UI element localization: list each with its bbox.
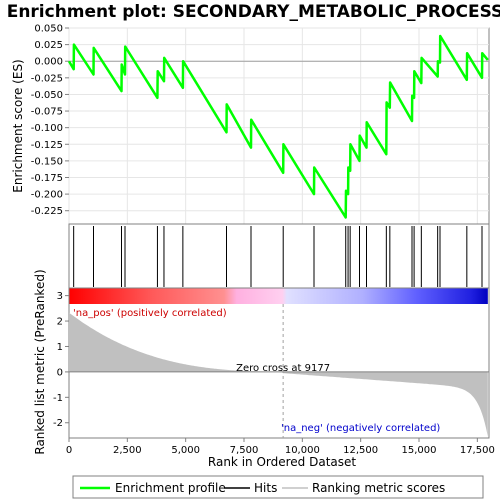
negative-correlation-label: 'na_neg' (negatively correlated) [281,423,440,434]
es-ytick-label: -0.050 [31,90,63,101]
x-tick-label: 12,500 [343,445,378,456]
es-ytick-label: -0.200 [31,190,63,201]
es-ytick-label: -0.100 [31,123,63,134]
metric-ytick-label: 1 [57,342,63,353]
es-ytick-label: -0.125 [31,140,63,151]
hits-panel-frame [68,223,490,289]
legend-metric-label: Ranking metric scores [312,481,445,495]
x-tick-label: 17,500 [460,445,495,456]
es-y-ticks: 0.050 0.025 0.000 -0.025 -0.050 -0.075 -0.100 -… [31,24,69,217]
metric-ytick-label: 3 [57,291,63,302]
x-tick-label: 10,000 [285,445,320,456]
legend-hits-label: Hits [254,481,277,495]
x-tick-label: 0 [66,445,72,456]
legend-enrichment-label: Enrichment profile [115,481,226,495]
es-ytick-label: 0.000 [34,57,63,68]
x-tick-label: 2,500 [113,445,142,456]
x-tick-label: 15,000 [402,445,437,456]
es-panel: 0.050 0.025 0.000 -0.025 -0.050 -0.075 -0.100 -… [11,24,490,225]
x-tick-label: 5,000 [171,445,200,456]
x-axis-label: Rank in Ordered Dataset [208,455,356,469]
es-ylabel: Enrichment score (ES) [11,59,25,192]
legend: Enrichment profile Hits Ranking metric s… [72,475,484,499]
es-ytick-label: -0.150 [31,156,63,167]
zero-cross-label: Zero cross at 9177 [236,363,330,374]
metric-panel: 3 2 1 0 -1 -2 Zero cross at 9177 'na_pos' (po… [33,269,490,455]
es-ytick-label: -0.025 [31,73,63,84]
x-ticks: 0 2,500 5,000 7,500 10,000 12,500 15,000 17,500 [66,438,495,456]
metric-ytick-label: -2 [53,418,63,429]
legend-box [72,475,484,499]
metric-ytick-label: 0 [57,367,63,378]
es-profile-line [67,34,489,219]
hits-marks [73,226,483,287]
es-ytick-label: 0.050 [34,24,63,35]
metric-y-ticks: 3 2 1 0 -1 -2 [53,291,69,429]
rank-gradient-rect [69,288,488,304]
rank-color-bar [69,288,488,304]
metric-area [69,312,488,437]
positive-correlation-label: 'na_pos' (positively correlated) [73,308,227,319]
es-ytick-label: -0.175 [31,173,63,184]
es-ytick-label: 0.025 [34,40,63,51]
es-ytick-label: -0.075 [31,107,63,118]
metric-ylabel: Ranked list metric (PreRanked) [33,269,47,454]
x-axis: 0 2,500 5,000 7,500 10,000 12,500 15,000 17,500… [66,438,495,469]
es-ytick-label: -0.225 [31,206,63,217]
x-tick-label: 7,500 [230,445,259,456]
hits-panel [68,223,490,289]
chart-title: Enrichment plot: SECONDARY_METABOLIC_PRO… [7,2,500,22]
metric-ytick-label: -1 [53,393,63,404]
metric-ytick-label: 2 [57,317,63,328]
